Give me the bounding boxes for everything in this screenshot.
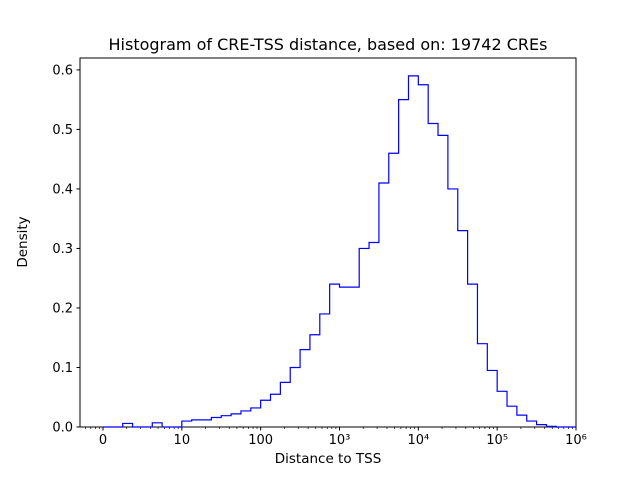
x-tick-label: 0 [99,433,107,448]
x-tick-label: 10⁴ [407,433,429,448]
x-tick-label: 10 [174,433,191,448]
chart-title: Histogram of CRE-TSS distance, based on:… [109,35,548,54]
y-tick-label: 0.5 [52,123,73,138]
y-tick-label: 0.0 [52,421,73,436]
x-tick-label: 10⁶ [565,433,587,448]
x-tick-label: 10³ [329,433,351,448]
plot-area [79,57,577,428]
x-axis-label: Distance to TSS [275,451,382,467]
y-tick-label: 0.3 [52,242,73,257]
x-tick-label: 10⁵ [486,433,508,448]
y-axis-label: Density [15,216,31,267]
histogram-layer [103,75,576,428]
y-tick-label: 0.2 [52,301,73,316]
y-tick-label: 0.1 [52,361,73,376]
x-tick-label: 100 [248,433,273,448]
y-tick-label: 0.4 [52,182,73,197]
histogram-path [103,75,576,428]
y-tick-label: 0.6 [52,63,73,78]
axis-ticks: 0 10 100 10³ 10⁴ 10⁵ 10⁶ 0.0 0.1 0.2 0.3 0.4 0.5 0.6 [52,63,587,448]
